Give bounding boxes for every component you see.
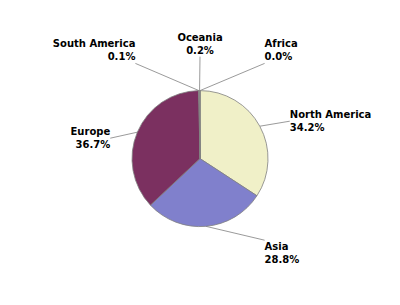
svg-text:36.7%: 36.7% <box>76 139 111 150</box>
svg-text:Africa: Africa <box>265 38 298 49</box>
svg-text:0.2%: 0.2% <box>186 45 214 56</box>
svg-text:Asia: Asia <box>265 241 289 252</box>
svg-text:0.0%: 0.0% <box>265 51 293 62</box>
svg-text:0.1%: 0.1% <box>108 51 136 62</box>
svg-text:Europe: Europe <box>71 126 111 137</box>
svg-text:South America: South America <box>53 38 136 49</box>
svg-text:28.8%: 28.8% <box>265 254 300 265</box>
svg-text:34.2%: 34.2% <box>290 122 325 133</box>
svg-text:Oceania: Oceania <box>177 32 222 43</box>
svg-text:North America: North America <box>290 109 372 120</box>
